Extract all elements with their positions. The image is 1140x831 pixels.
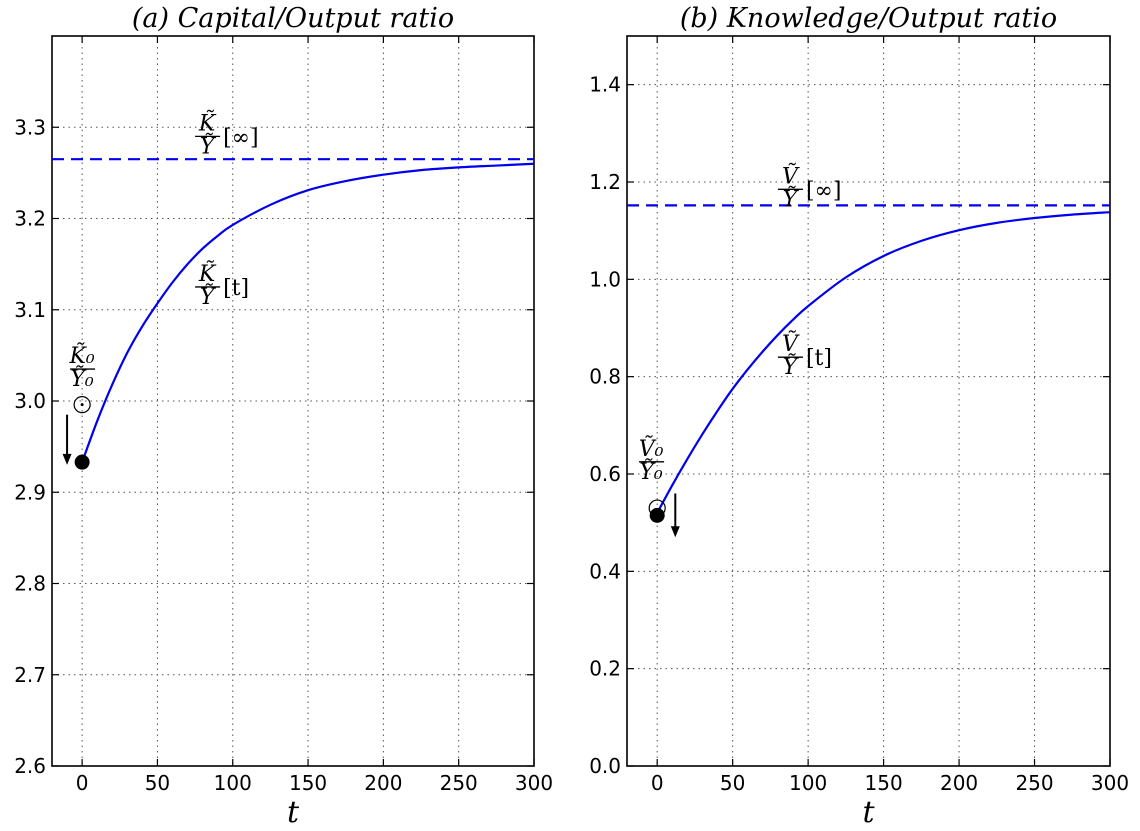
initial-point-open bbox=[73, 396, 91, 414]
x-tick-label: 150 bbox=[289, 771, 327, 795]
initial-point-open-dot bbox=[80, 403, 84, 407]
x-tick-label: 100 bbox=[214, 771, 252, 795]
y-tick-label: 0.6 bbox=[589, 462, 621, 486]
annotation-numerator: K̃ bbox=[198, 110, 217, 136]
annotation-numerator: Ṽ bbox=[782, 161, 800, 189]
y-tick-label: 3.3 bbox=[14, 115, 46, 139]
x-tick-label: 300 bbox=[1091, 771, 1129, 795]
jump-point-filled bbox=[74, 454, 90, 470]
ratio-annotation: ṼỸ [t] bbox=[777, 329, 832, 380]
jump-point-filled bbox=[649, 507, 665, 523]
arrow-head bbox=[62, 453, 72, 465]
y-tick-label: 3.0 bbox=[14, 389, 46, 413]
x-tick-label: 150 bbox=[865, 771, 903, 795]
annotation-denominator: Ỹ bbox=[783, 352, 800, 380]
x-tick-label: 100 bbox=[789, 771, 827, 795]
ratio-annotation: K̃₀Ỹ₀ bbox=[68, 343, 96, 392]
annotation-suffix: [t] bbox=[806, 346, 832, 371]
y-tick-label: 1.2 bbox=[589, 170, 621, 194]
y-tick-label: 2.9 bbox=[14, 480, 46, 504]
y-tick-label: 0.8 bbox=[589, 365, 621, 389]
x-tick-label: 250 bbox=[440, 771, 478, 795]
chart-title: (a) Capital/Output ratio bbox=[132, 3, 454, 34]
annotation-denominator: Ỹ₀ bbox=[639, 457, 663, 485]
x-tick-label: 300 bbox=[515, 771, 553, 795]
annotation-denominator: Ỹ bbox=[783, 184, 800, 212]
x-tick-label: 0 bbox=[651, 771, 664, 795]
y-tick-label: 3.1 bbox=[14, 298, 46, 322]
panel-knowledge-output: 0 50 100 150 200 250 300 0.0 0.2 0.4 0.6 0.8 1.0 1.2 1… bbox=[589, 3, 1129, 830]
ratio-annotation: K̃Ỹ [∞] bbox=[195, 110, 259, 159]
x-axis-label: t bbox=[862, 795, 875, 830]
x-tick-label: 200 bbox=[364, 771, 402, 795]
y-tick-label: 0.4 bbox=[589, 559, 621, 583]
y-tick-label: 2.6 bbox=[14, 754, 46, 778]
y-tick-label: 2.8 bbox=[14, 572, 46, 596]
arrow-head bbox=[670, 526, 680, 538]
y-tick-label: 0.0 bbox=[589, 754, 621, 778]
chart-title: (b) Knowledge/Output ratio bbox=[680, 3, 1057, 34]
y-tick-label: 1.4 bbox=[589, 73, 621, 97]
annotation-numerator: K̃ bbox=[198, 261, 217, 287]
y-tick-label: 3.2 bbox=[14, 207, 46, 231]
ratio-annotation: ṼỸ [∞] bbox=[777, 161, 842, 212]
x-axis-label: t bbox=[287, 795, 300, 830]
annotation-numerator: K̃₀ bbox=[68, 343, 94, 369]
y-tick-label: 0.2 bbox=[589, 657, 621, 681]
annotation-suffix: [∞] bbox=[806, 178, 842, 203]
ratio-curve bbox=[656, 211, 1111, 514]
x-tick-label: 250 bbox=[1015, 771, 1053, 795]
plot-frame bbox=[626, 35, 1111, 767]
annotation-numerator: Ṽ₀ bbox=[639, 434, 664, 462]
x-tick-label: 50 bbox=[145, 771, 170, 795]
ratio-annotation: K̃Ỹ [t] bbox=[195, 261, 249, 310]
x-tick-label: 50 bbox=[720, 771, 745, 795]
panel-capital-output: 0 50 100 150 200 250 300 2.6 2.7 2.8 2.9 3.0 3.1 3.2 3… bbox=[14, 3, 553, 830]
annotation-denominator: Ỹ₀ bbox=[70, 364, 94, 392]
y-tick-label: 2.7 bbox=[14, 663, 46, 687]
ratio-curve bbox=[81, 162, 535, 463]
annotation-suffix: [∞] bbox=[223, 125, 259, 150]
y-tick-label: 1.0 bbox=[589, 267, 621, 291]
annotation-suffix: [t] bbox=[223, 276, 249, 301]
annotation-denominator: Ỹ bbox=[200, 131, 217, 159]
annotation-denominator: Ỹ bbox=[200, 282, 217, 310]
x-tick-label: 0 bbox=[76, 771, 89, 795]
annotation-numerator: Ṽ bbox=[782, 329, 800, 357]
x-tick-label: 200 bbox=[940, 771, 978, 795]
